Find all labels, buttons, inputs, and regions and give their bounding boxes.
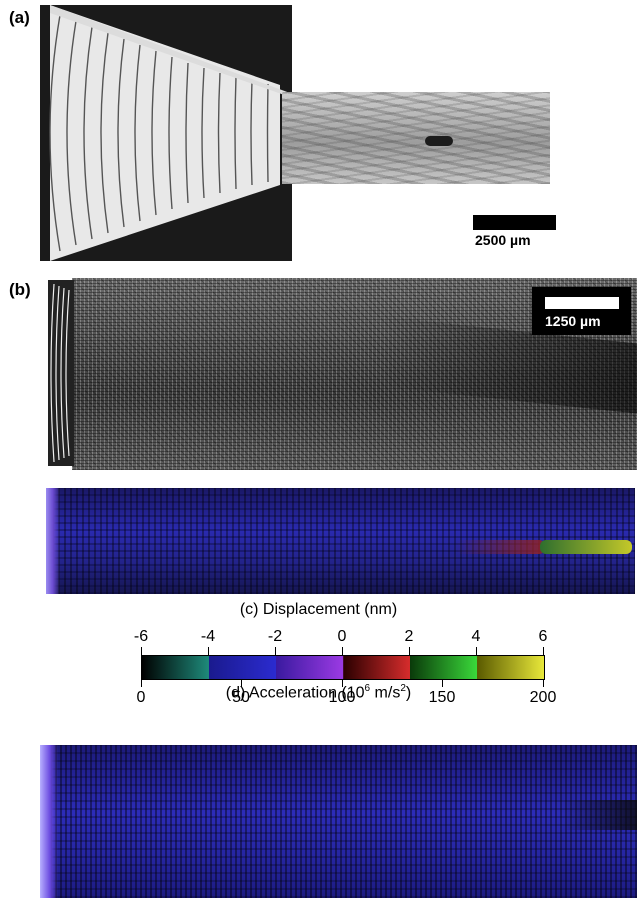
- scale-box-b: [532, 287, 631, 335]
- colorbar-top-tick: [543, 647, 544, 655]
- displacement-map-edge: [46, 488, 60, 594]
- colorbar-bottom-tick-label: 100: [328, 689, 356, 706]
- colorbar-bottom-tick: [543, 679, 544, 687]
- colorbar-top-tick-label: -4: [200, 628, 216, 645]
- acceleration-dark-region: [560, 800, 637, 830]
- colorbar-bottom-tick-label: 150: [428, 689, 456, 706]
- transducer-edge-b: [48, 280, 74, 466]
- scale-bar-b-label: 1250 µm: [545, 313, 601, 329]
- transducer-fan-image: [40, 5, 292, 261]
- colorbar: [141, 655, 545, 680]
- colorbar-top-tick: [342, 647, 343, 655]
- colorbar-top-tick-label: -2: [267, 628, 283, 645]
- colorbar-top-tick-label: 6: [538, 628, 548, 645]
- colorbar-title-displacement: (c) Displacement (nm): [239, 601, 398, 618]
- colorbar-top-tick-label: -6: [133, 628, 149, 645]
- colorbar-bottom-tick: [241, 679, 242, 687]
- colorbar-top-tick: [476, 647, 477, 655]
- colorbar-top-tick: [409, 647, 410, 655]
- colorbar-bottom-tick: [342, 679, 343, 687]
- tissue-photo-a: [282, 92, 550, 184]
- colorbar-bottom-tick: [141, 679, 142, 687]
- colorbar-top-tick: [141, 647, 142, 655]
- colorbar-bottom-tick-label: 200: [529, 689, 557, 706]
- scale-bar-a-label: 2500 µm: [475, 232, 531, 248]
- panel-a-label: (a): [9, 8, 30, 27]
- colorbar-bottom-tick: [442, 679, 443, 687]
- tissue-feature: [425, 136, 453, 146]
- colorbar-bottom-tick-label: 50: [232, 689, 250, 706]
- colorbar-top-tick-label: 0: [337, 628, 347, 645]
- acceleration-map-edge: [40, 745, 58, 898]
- colorbar-bottom-tick-label: 0: [136, 689, 146, 706]
- acceleration-map: [40, 745, 637, 898]
- displacement-high-region: [455, 540, 545, 554]
- colorbar-top-tick: [275, 647, 276, 655]
- panel-b-label: (b): [9, 280, 31, 299]
- colorbar-top-tick-label: 2: [404, 628, 414, 645]
- displacement-peak-region: [540, 540, 632, 554]
- scale-bar-b: [545, 297, 619, 309]
- colorbar-top-tick-label: 4: [471, 628, 481, 645]
- colorbar-top-tick: [208, 647, 209, 655]
- colorbar-title-acceleration: (d) Acceleration (106 m/s2): [225, 683, 412, 702]
- scale-bar-a: [473, 215, 556, 230]
